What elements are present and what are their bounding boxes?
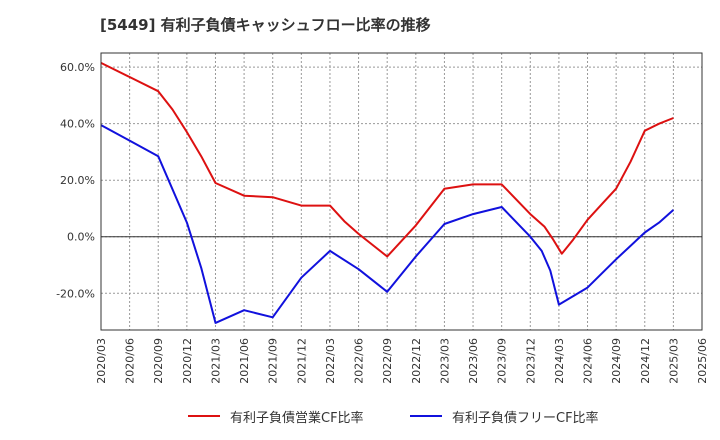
x-tick-label: 2022/12 (410, 338, 423, 384)
x-tick-label: 2020/09 (152, 338, 165, 384)
x-tick-label: 2022/06 (353, 338, 366, 384)
x-tick-label: 2021/03 (209, 338, 222, 384)
y-tick-label: 0.0% (67, 231, 95, 244)
x-tick-label: 2020/03 (95, 338, 108, 384)
x-tick-label: 2023/12 (524, 338, 537, 384)
x-tick-labels: 2020/03 2020/06 2020/09 2020/12 2021/03 2021/… (95, 338, 709, 384)
x-tick-label: 2023/03 (438, 338, 451, 384)
x-tick-label: 2023/09 (496, 338, 509, 384)
plot-frame (100, 52, 703, 331)
x-tick-label: 2024/06 (582, 338, 595, 384)
y-tick-label: 40.0% (60, 118, 95, 131)
grid-lines (100, 53, 703, 330)
legend-item-free-cf: 有利子負債フリーCF比率 (410, 404, 599, 428)
series-lines (100, 62, 675, 324)
legend: 有利子負債営業CF比率 有利子負債フリーCF比率 (0, 404, 720, 428)
y-tick-label: 20.0% (60, 174, 95, 187)
x-tick-label: 2021/12 (295, 338, 308, 384)
x-tick-label: 2025/06 (696, 338, 709, 384)
legend-label: 有利子負債フリーCF比率 (452, 410, 599, 426)
legend-label: 有利子負債営業CF比率 (230, 410, 364, 426)
x-tick-label: 2023/06 (467, 338, 480, 384)
x-tick-label: 2024/09 (610, 338, 623, 384)
legend-swatch-red (188, 415, 220, 417)
chart-title: [5449] 有利子負債キャッシュフロー比率の推移 (100, 16, 431, 34)
series-line-1 (100, 124, 675, 324)
y-tick-label: -20.0% (56, 287, 95, 300)
y-tick-label: 60.0% (60, 61, 95, 74)
x-tick-label: 2022/09 (381, 338, 394, 384)
legend-swatch-blue (410, 415, 442, 417)
x-tick-label: 2020/12 (181, 338, 194, 384)
x-tick-label: 2020/06 (124, 338, 137, 384)
x-tick-label: 2021/06 (238, 338, 251, 384)
x-tick-label: 2021/09 (267, 338, 280, 384)
x-tick-label: 2022/03 (324, 338, 337, 384)
legend-item-operating-cf: 有利子負債営業CF比率 (188, 404, 364, 428)
x-tick-label: 2024/12 (639, 338, 652, 384)
y-tick-labels: 60.0% 40.0% 20.0% 0.0% -20.0% (56, 61, 95, 300)
x-tick-label: 2024/03 (553, 338, 566, 384)
series-line-0 (100, 62, 674, 258)
axes (100, 52, 703, 331)
x-tick-label: 2025/03 (667, 338, 680, 384)
